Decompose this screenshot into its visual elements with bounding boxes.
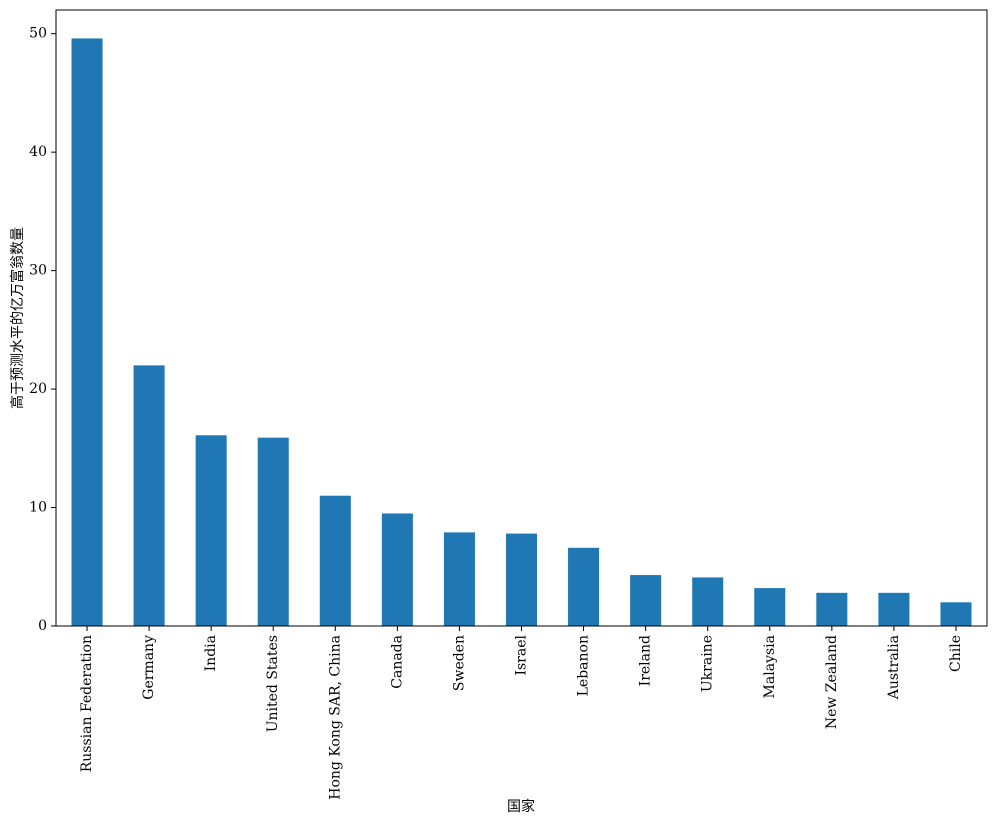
x-axis-label: 国家 [507,798,535,815]
y-tick-label: 0 [38,618,47,634]
y-tick-label: 50 [29,26,47,42]
x-tick-label: India [203,635,219,671]
y-axis-label: 高于预测水平的亿万富翁数量 [9,227,26,409]
bar [319,495,351,626]
bar [505,533,538,626]
y-tick-label: 40 [29,144,47,160]
x-tick-label: Sweden [451,635,467,691]
bar [133,365,165,626]
bar [257,437,289,626]
x-tick-label: Russian Federation [79,635,95,772]
bar [195,435,227,626]
x-tick-label: United States [265,635,281,732]
bar [568,547,600,626]
bar [630,575,662,626]
x-tick-label: Ireland [638,635,654,686]
bar [816,592,848,626]
bar [692,577,724,626]
bar [443,532,475,626]
y-tick-label: 30 [29,263,47,279]
x-tick-label: Lebanon [576,635,592,696]
x-tick-label: New Zealand [824,635,840,729]
plot-frame [55,9,988,627]
y-tick-label: 10 [29,500,47,516]
x-tick-label: Hong Kong SAR, China [327,635,343,800]
x-tick-label: Chile [948,635,964,672]
bar [878,592,910,626]
bar [754,588,786,626]
x-tick-label: Ukraine [700,635,716,692]
bar [71,38,103,626]
x-tick-label: Malaysia [762,635,778,698]
bar [381,513,413,626]
y-tick-label: 20 [29,381,47,397]
x-tick-label: Israel [514,634,530,675]
x-tick-label: Germany [141,635,157,700]
x-tick-label: Canada [389,635,405,689]
x-tick-label: Australia [886,635,902,700]
bar [940,602,972,626]
